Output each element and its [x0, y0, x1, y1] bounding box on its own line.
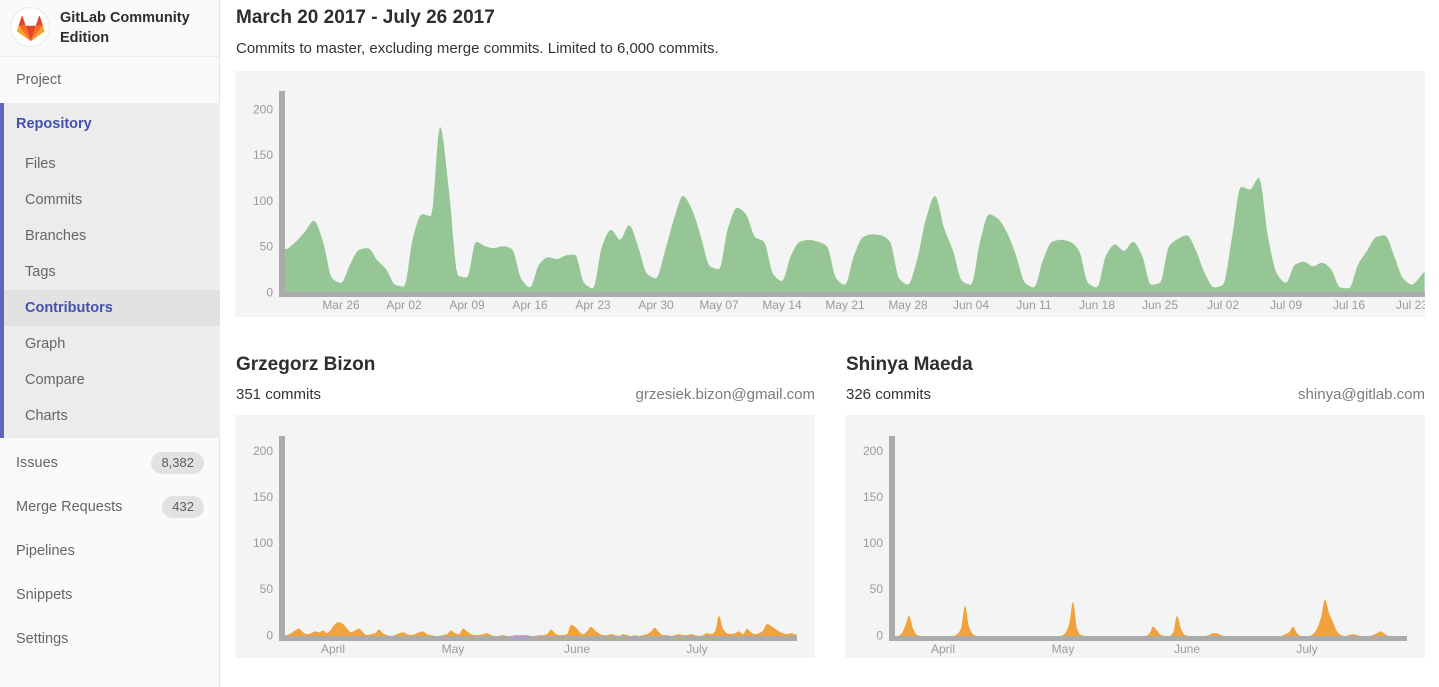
- svg-text:May 28: May 28: [888, 298, 928, 312]
- svg-text:May 21: May 21: [825, 298, 865, 312]
- svg-text:0: 0: [266, 628, 273, 642]
- svg-text:0: 0: [876, 628, 883, 642]
- svg-text:100: 100: [253, 536, 273, 550]
- svg-text:Jul 23: Jul 23: [1396, 298, 1425, 312]
- svg-text:150: 150: [253, 490, 273, 504]
- svg-text:May: May: [1052, 642, 1075, 656]
- svg-text:Apr 02: Apr 02: [386, 298, 422, 312]
- svg-text:Jul 09: Jul 09: [1270, 298, 1302, 312]
- svg-text:200: 200: [253, 102, 273, 116]
- svg-text:June: June: [1174, 642, 1200, 656]
- svg-text:April: April: [321, 642, 345, 656]
- svg-text:Jun 18: Jun 18: [1079, 298, 1115, 312]
- svg-text:Apr 16: Apr 16: [512, 298, 548, 312]
- svg-text:150: 150: [253, 148, 273, 162]
- svg-text:200: 200: [863, 444, 883, 458]
- svg-text:Mar 26: Mar 26: [322, 298, 360, 312]
- svg-text:Apr 09: Apr 09: [449, 298, 485, 312]
- svg-text:200: 200: [253, 444, 273, 458]
- svg-text:Jun 11: Jun 11: [1016, 298, 1051, 312]
- svg-text:Jun 04: Jun 04: [953, 298, 989, 312]
- svg-text:Jun 25: Jun 25: [1142, 298, 1178, 312]
- svg-text:May 14: May 14: [762, 298, 802, 312]
- svg-text:50: 50: [260, 582, 274, 596]
- svg-text:100: 100: [863, 536, 883, 550]
- svg-text:50: 50: [870, 582, 884, 596]
- svg-text:May: May: [442, 642, 465, 656]
- svg-text:July: July: [1296, 642, 1317, 656]
- svg-text:50: 50: [260, 240, 274, 254]
- svg-text:July: July: [686, 642, 707, 656]
- svg-text:June: June: [564, 642, 590, 656]
- svg-text:May 07: May 07: [699, 298, 739, 312]
- svg-text:150: 150: [863, 490, 883, 504]
- svg-text:Jul 16: Jul 16: [1333, 298, 1365, 312]
- svg-text:Apr 23: Apr 23: [575, 298, 611, 312]
- svg-text:Apr 30: Apr 30: [638, 298, 674, 312]
- svg-text:100: 100: [253, 194, 273, 208]
- svg-text:Jul 02: Jul 02: [1207, 298, 1239, 312]
- svg-text:0: 0: [266, 285, 273, 299]
- svg-text:April: April: [931, 642, 955, 656]
